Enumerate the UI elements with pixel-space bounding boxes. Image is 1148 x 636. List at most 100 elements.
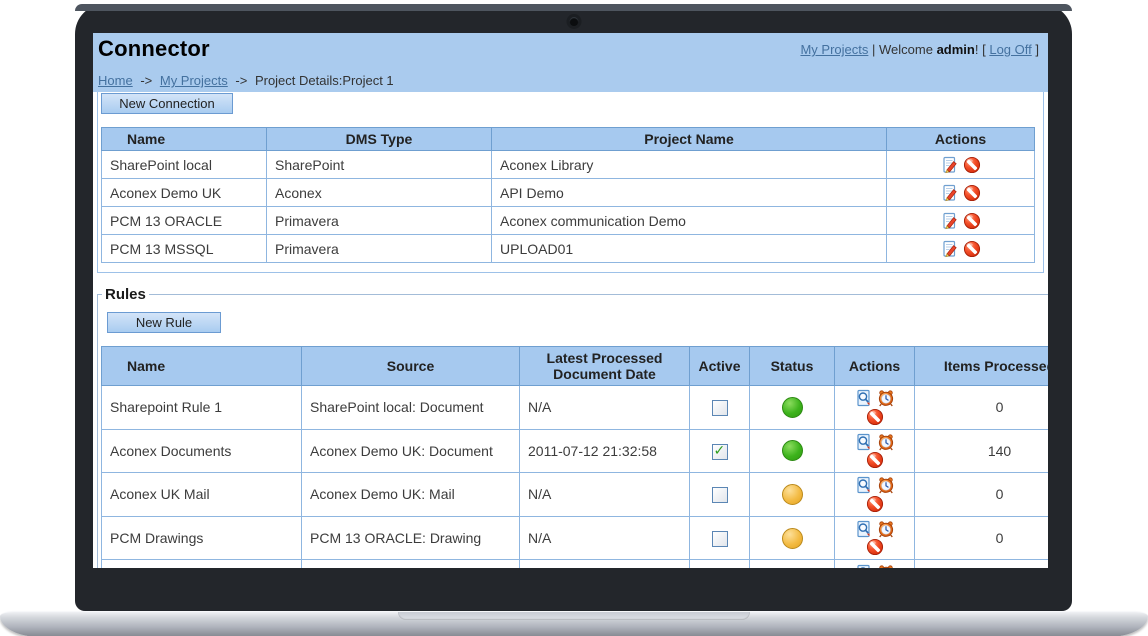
clock-icon[interactable]	[877, 564, 895, 568]
breadcrumb: Home -> My Projects -> Project Details:P…	[98, 73, 394, 88]
delete-icon[interactable]	[866, 538, 884, 556]
table-row: PCM 13 MSSQL Primavera UPLOAD01	[101, 234, 1035, 263]
nav-separator: |	[871, 42, 876, 57]
rule-latest-processed: N/A	[519, 515, 690, 561]
rule-latest-processed: N/A	[519, 472, 690, 517]
view-icon[interactable]	[855, 389, 873, 407]
view-icon[interactable]	[855, 433, 873, 451]
breadcrumb-separator: ->	[235, 73, 248, 88]
rule-source: PCM 13 MSSQL: Transmittal	[301, 559, 520, 568]
connection-project-name: API Demo	[491, 178, 887, 207]
clock-icon[interactable]	[877, 389, 895, 407]
rule-name: PCM Drawings	[101, 515, 302, 561]
delete-icon[interactable]	[866, 495, 884, 513]
rules-fieldset: Rules New Rule Name Source Latest Proces…	[97, 286, 1048, 568]
status-indicator	[781, 440, 803, 462]
connection-dms-type: Aconex	[266, 178, 492, 207]
column-header-active: Active	[689, 346, 750, 386]
rule-source: Aconex Demo UK: Mail	[301, 472, 520, 517]
items-processed: 0	[914, 559, 1048, 568]
app-header: Connector My Projects | Welcome admin! […	[93, 33, 1048, 92]
table-row: SharePoint local SharePoint Aconex Libra…	[101, 150, 1035, 179]
close-bracket: ]	[1035, 42, 1039, 57]
view-icon[interactable]	[855, 520, 873, 538]
connection-name: PCM 13 MSSQL	[101, 234, 267, 263]
rules-legend: Rules	[105, 286, 146, 303]
connection-name: Aconex Demo UK	[101, 178, 267, 207]
new-rule-button[interactable]: New Rule	[107, 312, 221, 333]
rules-header-row: Name Source Latest Processed Document Da…	[101, 346, 1048, 386]
welcome-text: Welcome	[879, 42, 933, 57]
edit-icon[interactable]	[941, 156, 959, 174]
rule-name: PCM transmittals (MSSQL)	[101, 559, 302, 568]
table-row: Aconex Demo UK Aconex API Demo	[101, 178, 1035, 207]
laptop-base-notch	[398, 612, 750, 620]
webcam-icon	[569, 17, 578, 26]
table-row: Sharepoint Rule 1 SharePoint local: Docu…	[101, 385, 1048, 430]
my-projects-link[interactable]: My Projects	[800, 42, 869, 57]
status-indicator	[781, 527, 803, 549]
breadcrumb-current: Project Details:Project 1	[254, 73, 394, 88]
column-header-status: Status	[749, 346, 835, 386]
column-header-actions: Actions	[834, 346, 915, 386]
clock-icon[interactable]	[877, 520, 895, 538]
view-icon[interactable]	[855, 564, 873, 568]
laptop-lid-edge	[75, 4, 1072, 11]
column-header-name: Name	[101, 127, 267, 151]
rule-name: Aconex Documents	[101, 428, 302, 474]
column-header-items-processed: Items Processed	[914, 346, 1048, 386]
rule-latest-processed: N/A	[519, 385, 690, 430]
table-row: PCM Drawings PCM 13 ORACLE: Drawing N/A …	[101, 515, 1048, 561]
delete-icon[interactable]	[963, 184, 981, 202]
delete-icon[interactable]	[963, 212, 981, 230]
active-checkbox[interactable]	[711, 530, 728, 547]
rule-source: PCM 13 ORACLE: Drawing	[301, 515, 520, 561]
table-row: PCM transmittals (MSSQL) PCM 13 MSSQL: T…	[101, 559, 1048, 568]
column-header-latest-processed: Latest Processed Document Date	[519, 346, 690, 386]
connection-project-name: UPLOAD01	[491, 234, 887, 263]
connection-name: SharePoint local	[101, 150, 267, 179]
connection-dms-type: Primavera	[266, 206, 492, 235]
connections-panel: New Connection Name DMS Type Project Nam…	[97, 92, 1044, 273]
items-processed: 0	[914, 515, 1048, 561]
connection-project-name: Aconex communication Demo	[491, 206, 887, 235]
connection-dms-type: Primavera	[266, 234, 492, 263]
clock-icon[interactable]	[877, 433, 895, 451]
log-off-link[interactable]: Log Off	[989, 42, 1032, 57]
column-header-project-name: Project Name	[491, 127, 887, 151]
status-indicator	[781, 483, 803, 505]
connection-project-name: Aconex Library	[491, 150, 887, 179]
username: admin	[936, 42, 975, 57]
laptop-bezel: Connector My Projects | Welcome admin! […	[75, 4, 1072, 611]
active-checkbox[interactable]	[711, 399, 728, 416]
delete-icon[interactable]	[866, 408, 884, 426]
column-header-source: Source	[301, 346, 520, 386]
rule-source: Aconex Demo UK: Document	[301, 428, 520, 474]
breadcrumb-my-projects-link[interactable]: My Projects	[159, 73, 228, 88]
active-checkbox[interactable]	[711, 487, 728, 504]
delete-icon[interactable]	[963, 240, 981, 258]
breadcrumb-home-link[interactable]: Home	[98, 73, 133, 88]
column-header-dms-type: DMS Type	[266, 127, 492, 151]
connection-dms-type: SharePoint	[266, 150, 492, 179]
clock-icon[interactable]	[877, 476, 895, 495]
edit-icon[interactable]	[941, 184, 959, 202]
edit-icon[interactable]	[941, 212, 959, 230]
edit-icon[interactable]	[941, 240, 959, 258]
new-connection-button[interactable]: New Connection	[101, 93, 233, 114]
view-icon[interactable]	[855, 476, 873, 494]
rule-name: Sharepoint Rule 1	[101, 385, 302, 430]
delete-icon[interactable]	[866, 451, 884, 469]
table-row: PCM 13 ORACLE Primavera Aconex communica…	[101, 206, 1035, 235]
status-indicator	[781, 396, 803, 418]
items-processed: 0	[914, 385, 1048, 430]
rules-table: Name Source Latest Processed Document Da…	[101, 346, 1048, 568]
delete-icon[interactable]	[963, 156, 981, 174]
breadcrumb-separator: ->	[140, 73, 153, 88]
rule-latest-processed: 2011-07-12 21:32:58	[519, 428, 690, 474]
active-checkbox[interactable]	[711, 442, 728, 460]
user-nav: My Projects | Welcome admin! [ Log Off ]	[800, 42, 1039, 57]
column-header-name: Name	[101, 346, 302, 386]
rule-source: SharePoint local: Document	[301, 385, 520, 430]
table-row: Aconex Documents Aconex Demo UK: Documen…	[101, 428, 1048, 474]
